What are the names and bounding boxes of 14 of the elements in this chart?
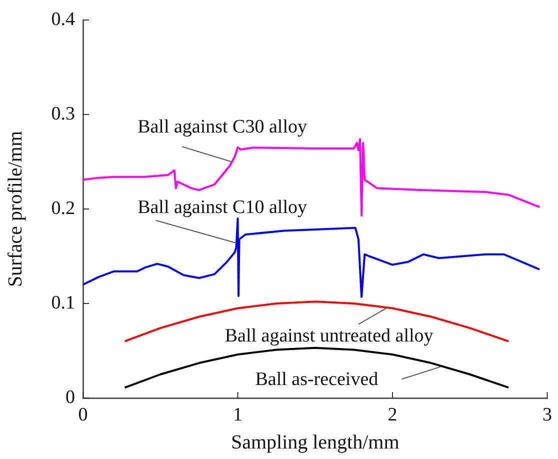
x-tick-label: 1 — [233, 404, 242, 426]
series-label: Ball as-received — [255, 369, 379, 390]
x-axis-title: Sampling length/mm — [230, 431, 400, 454]
y-tick-label: 0.2 — [51, 198, 75, 219]
y-tick-label: 0.1 — [51, 292, 75, 314]
series-label: Ball against untreated alloy — [224, 326, 434, 347]
x-tick-label: 2 — [388, 404, 398, 426]
y-tick-label: 0.4 — [51, 8, 76, 30]
y-axis-title: Surface profile/mm — [4, 130, 26, 288]
series-label: Ball against C30 alloy — [138, 116, 308, 138]
x-tick-label: 3 — [542, 404, 552, 426]
series-label: Ball against C10 alloy — [138, 197, 308, 218]
y-tick-label: 0.3 — [51, 103, 75, 124]
y-tick-label: 0 — [66, 386, 75, 408]
